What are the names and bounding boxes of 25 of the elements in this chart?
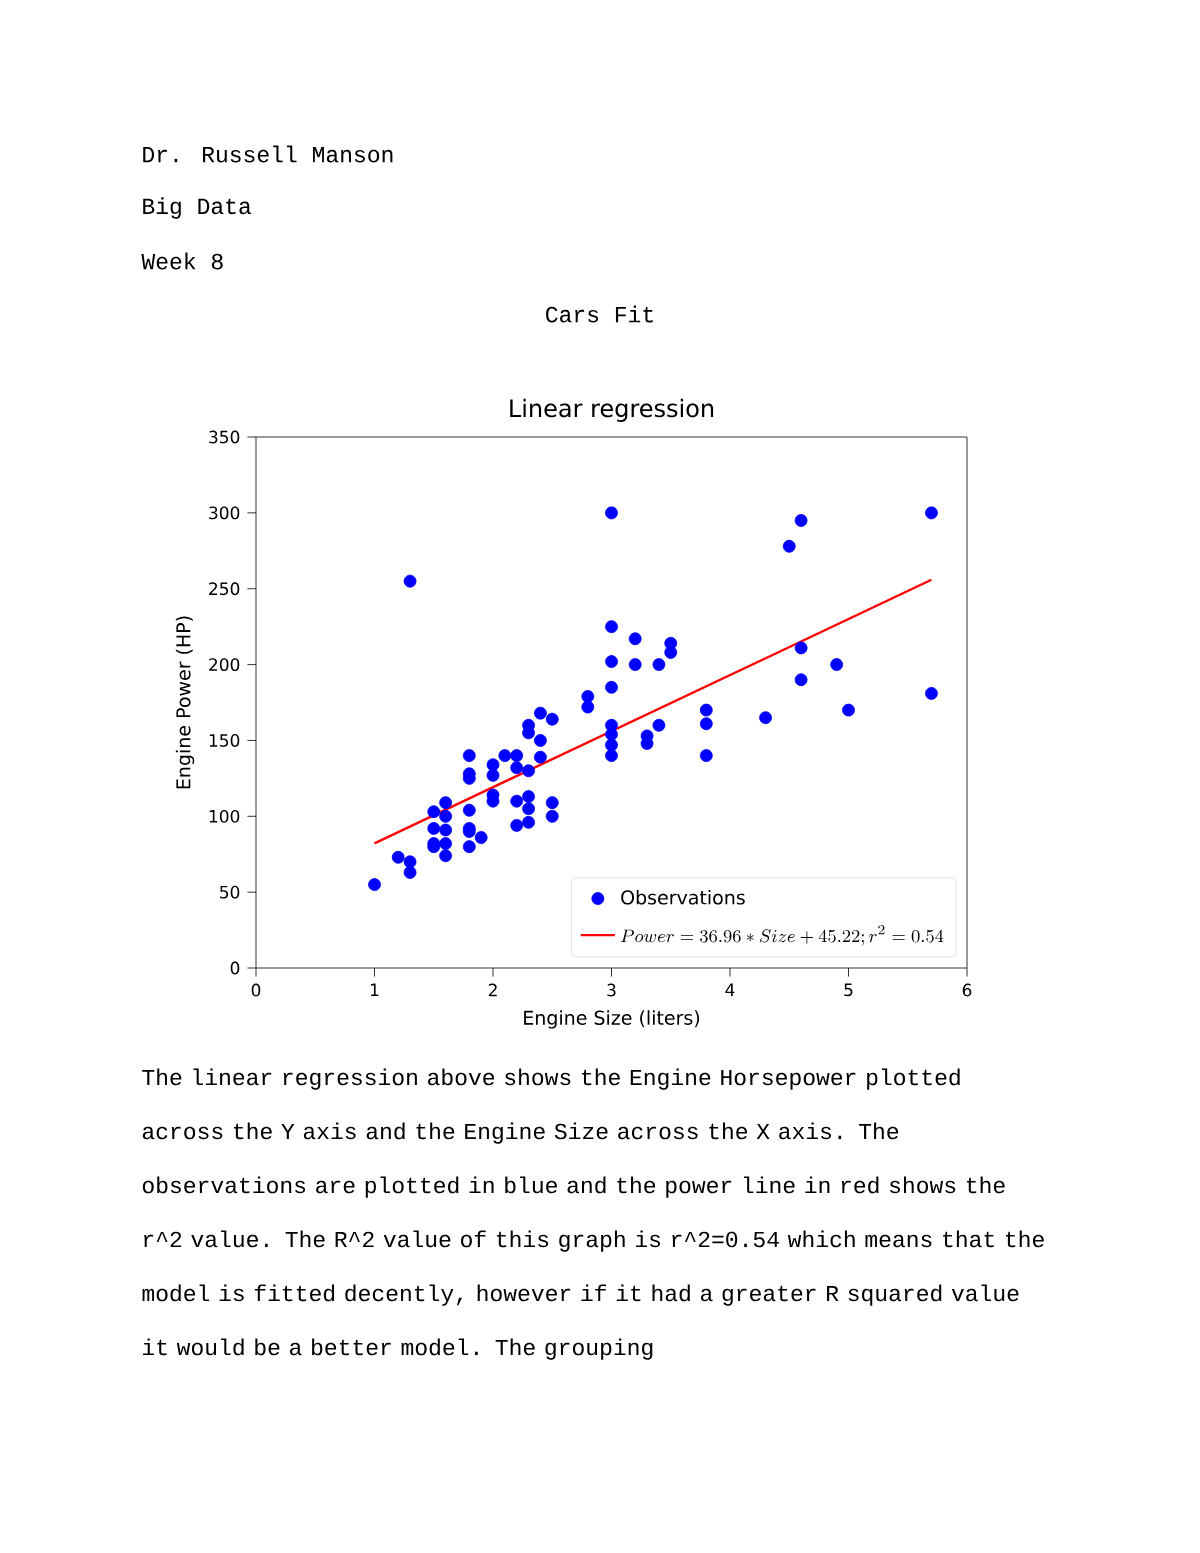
y-tick-label: 50	[220, 885, 240, 899]
text: The linear regression above shows the Engine Horsepower plotted across the Y axis and the Engine Size across the X axis. The observations are plotted in blue and the power line in red shows the r^2 value. The R^2 value of this graph is r^2=0.54 which means that the model is fitted decently, however if it had a greater R squared value it would be a better model. The grouping	[142, 1068, 1044, 1360]
y-tick-label: 250	[209, 582, 240, 596]
y-tick-label: 200	[209, 658, 240, 672]
y-tick-label: 100	[209, 809, 240, 823]
text: Cars Fit	[546, 305, 653, 323]
x-tick-label: 5	[844, 983, 853, 997]
x-tick-label: 1	[370, 983, 379, 997]
y-tick-label: 150	[209, 734, 240, 747]
x-tick-label: 2	[488, 983, 497, 997]
legend-label: Observations	[621, 889, 745, 905]
text: Dr. Russell Manson	[143, 145, 393, 163]
x-tick-label: 6	[962, 983, 972, 997]
y-tick-label: 350	[209, 430, 240, 444]
y-tick-label: 0	[230, 961, 240, 975]
x-tick-label: 3	[607, 983, 616, 997]
x-tick-label: 4	[725, 983, 735, 997]
y-tick-label: 300	[209, 506, 240, 520]
text: Big Data	[143, 197, 252, 219]
chart-title: Linear regression	[510, 398, 714, 422]
x-axis-title: Engine Size (liters)	[524, 1010, 700, 1029]
legend-label: $Power = 36.96 * Size + 45.22; r^2 = 0.54$	[620, 925, 944, 946]
x-tick-label: 0	[251, 983, 261, 997]
y-axis-title: Engine Power (HP)	[175, 616, 195, 789]
text: Week 8	[141, 252, 223, 270]
